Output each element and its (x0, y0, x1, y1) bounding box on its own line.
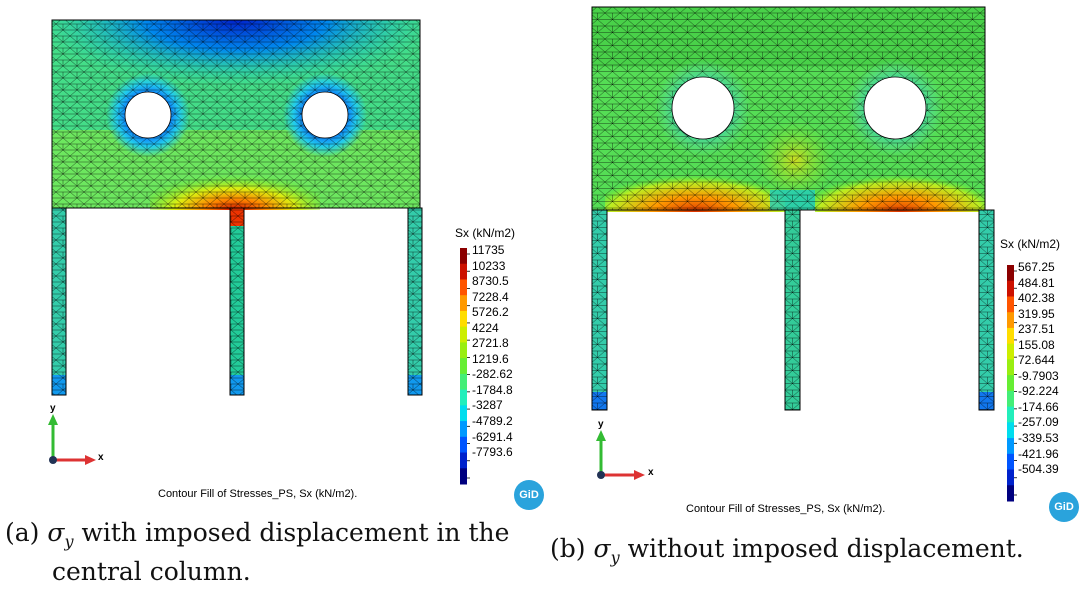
legend-value: -6291.4 (472, 429, 513, 444)
colorbar-swatch (460, 421, 467, 438)
legend-value: 11735 (472, 243, 505, 257)
colorbar-swatch (460, 295, 467, 312)
colorbar-swatch (1007, 359, 1014, 376)
colorbar-swatch (460, 358, 467, 375)
legend-value: 1219.6 (472, 351, 509, 366)
legend-value: -421.96 (1018, 446, 1059, 461)
legend-value: -282.62 (472, 367, 513, 382)
colorbar-swatch (460, 279, 467, 296)
axis-triad-b (596, 430, 645, 480)
colorbar-swatch (1007, 265, 1014, 282)
colorbar-swatch (460, 263, 467, 280)
colorbar-swatch (460, 310, 467, 328)
caption-text-a1: with imposed displacement in the (73, 518, 510, 547)
colorbar-swatch (1007, 296, 1014, 313)
axis-y-label-a: y (50, 403, 56, 414)
legend-value: -92.224 (1018, 384, 1059, 399)
colorbar-swatch (1007, 375, 1014, 392)
colorbar-swatch (1007, 406, 1014, 423)
contour-plot-b (591, 6, 1017, 502)
legend-value: -9.7903 (1018, 368, 1059, 383)
caption-a: (a) σy with imposed displacement in the c… (5, 518, 550, 587)
colorbar-swatch (460, 405, 467, 422)
colorbar-swatch (1007, 343, 1014, 360)
colorbar-b (1007, 265, 1017, 502)
legend-value: -174.66 (1018, 399, 1059, 414)
legend-value: -339.53 (1018, 431, 1059, 446)
legend-value: -3287 (472, 398, 503, 413)
legend-value: 237.51 (1018, 322, 1055, 337)
legend-value: -4789.2 (472, 414, 513, 429)
legend-value: -257.09 (1018, 415, 1059, 430)
caption-symbol-b: σ (593, 534, 611, 563)
legend-value: 72.644 (1018, 353, 1055, 368)
colorbar-swatch (1007, 390, 1014, 408)
legend-value: 5726.2 (472, 305, 509, 320)
legend-value: -7793.6 (472, 445, 513, 460)
colorbar-swatch (1007, 422, 1014, 439)
legend-value: 8730.5 (472, 274, 509, 289)
colorbar-swatch (460, 468, 467, 485)
colorbar-swatch (460, 373, 467, 391)
colorbar-swatch (1007, 485, 1014, 502)
colorbar-swatch (1007, 453, 1014, 471)
legend-value: 402.38 (1018, 291, 1055, 306)
gid-logo-a: GiD (514, 480, 544, 510)
legend-value: -1784.8 (472, 382, 513, 397)
axis-x-label-a: x (98, 452, 104, 463)
caption-label-b: (b) (550, 534, 586, 563)
axis-triad-a (48, 414, 96, 465)
legend-value: 2721.8 (472, 336, 509, 351)
colorbar-swatch (460, 248, 467, 265)
colorbar-swatch (460, 342, 467, 359)
legend-title-b: Sx (kN/m2) (1000, 237, 1060, 251)
contour-plot-a (48, 19, 470, 485)
legend-value: 7228.4 (472, 289, 509, 304)
gid-logo-b: GiD (1049, 492, 1079, 522)
panel-b: y x Sx (kN/m2) 567.25 484.81 402.38 319.95 2… (545, 0, 1089, 590)
caption-text-b1: without imposed displacement. (619, 534, 1024, 563)
caption-subscript-a: y (64, 532, 74, 551)
colorbar-swatch (1007, 312, 1014, 329)
figure-caption-b: Contour Fill of Stresses_PS, Sx (kN/m2). (686, 503, 886, 515)
colorbar-swatch (460, 326, 467, 343)
caption-label-a: (a) (5, 518, 40, 547)
axis-x-label-b: x (648, 467, 654, 478)
legend-value: 10233 (472, 258, 506, 273)
panel-a: y x Sx (kN/m2) 11735 10233 8730.5 7228.4 572… (5, 19, 550, 587)
colorbar-swatch (1007, 438, 1014, 455)
legend-value: 567.25 (1018, 260, 1055, 274)
colorbar-swatch (1007, 280, 1014, 297)
caption-b: (b) σy without imposed displacement. (550, 534, 1080, 573)
colorbar-a (460, 248, 470, 485)
legend-value: 155.08 (1018, 337, 1055, 352)
legend-values-b: 567.25 484.81 402.38 319.95 237.51 155.08 72.6… (1018, 260, 1059, 478)
figure-caption-a: Contour Fill of Stresses_PS, Sx (kN/m2). (158, 488, 358, 500)
caption-symbol-a: σ (47, 518, 65, 547)
caption-subscript-b: y (610, 548, 620, 567)
legend-values-a: 11735 10233 8730.5 7228.4 5726.2 4224 2721.8 12… (472, 243, 513, 461)
colorbar-swatch (1007, 327, 1014, 345)
colorbar-swatch (460, 436, 467, 454)
colorbar-swatch (1007, 469, 1014, 486)
colorbar-swatch (460, 389, 467, 406)
axis-y-label-b: y (598, 419, 604, 430)
legend-title-a: Sx (kN/m2) (455, 226, 515, 240)
colorbar-swatch (460, 452, 467, 469)
legend-value: 319.95 (1018, 306, 1055, 321)
caption-text-a2: central column. (52, 557, 251, 586)
legend-value: 4224 (472, 320, 499, 335)
legend-value: 484.81 (1018, 275, 1055, 290)
legend-value: -504.39 (1018, 462, 1059, 477)
